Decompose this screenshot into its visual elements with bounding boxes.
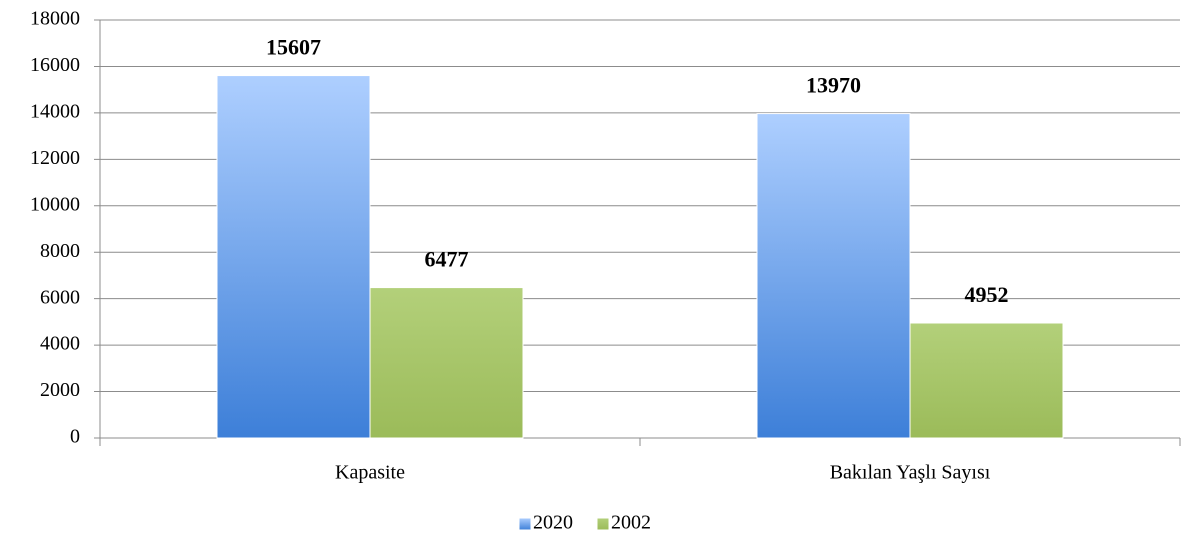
legend-label: 2020 [533, 512, 573, 534]
y-tick-label: 4000 [40, 333, 80, 355]
y-tick-label: 2000 [40, 379, 80, 401]
y-tick-label: 10000 [30, 193, 80, 215]
bar [369, 287, 524, 439]
y-tick-label: 6000 [40, 286, 80, 308]
value-label: 6477 [425, 247, 469, 272]
bar [756, 113, 911, 439]
y-tick-label: 18000 [30, 8, 80, 30]
bar [216, 75, 371, 439]
legend-label: 2002 [611, 512, 651, 534]
y-tick-label: 8000 [40, 240, 80, 262]
x-tick-label: Kapasite [335, 462, 405, 484]
value-label: 4952 [965, 282, 1009, 307]
y-tick-label: 16000 [30, 54, 80, 76]
value-label: 15607 [266, 35, 321, 60]
legend-swatch [596, 517, 610, 531]
legend-swatch [518, 517, 532, 531]
x-tick-label: Bakılan Yaşlı Sayısı [830, 462, 991, 484]
value-label: 13970 [806, 73, 861, 98]
y-tick-label: 0 [70, 426, 80, 448]
y-tick-label: 12000 [30, 147, 80, 169]
bar [909, 322, 1064, 439]
y-tick-label: 14000 [30, 100, 80, 122]
